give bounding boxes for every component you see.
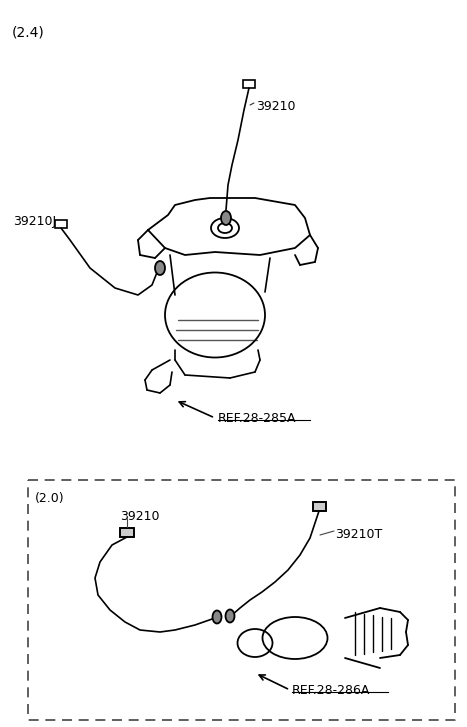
Text: (2.0): (2.0) <box>35 492 64 505</box>
Text: 39210T: 39210T <box>335 528 382 541</box>
Text: REF.28-285A: REF.28-285A <box>218 412 297 425</box>
Text: REF.28-286A: REF.28-286A <box>292 684 370 697</box>
Text: 39210: 39210 <box>256 100 296 113</box>
Bar <box>243 80 255 88</box>
Bar <box>313 502 326 511</box>
Text: 39210: 39210 <box>120 510 160 523</box>
Bar <box>313 502 326 511</box>
Ellipse shape <box>226 609 234 622</box>
Ellipse shape <box>221 211 231 225</box>
Text: (2.4): (2.4) <box>12 25 45 39</box>
Ellipse shape <box>155 261 165 275</box>
Bar <box>55 220 67 228</box>
Bar <box>120 528 134 537</box>
Ellipse shape <box>212 611 221 624</box>
Bar <box>120 528 134 537</box>
Text: 39210J: 39210J <box>13 215 56 228</box>
